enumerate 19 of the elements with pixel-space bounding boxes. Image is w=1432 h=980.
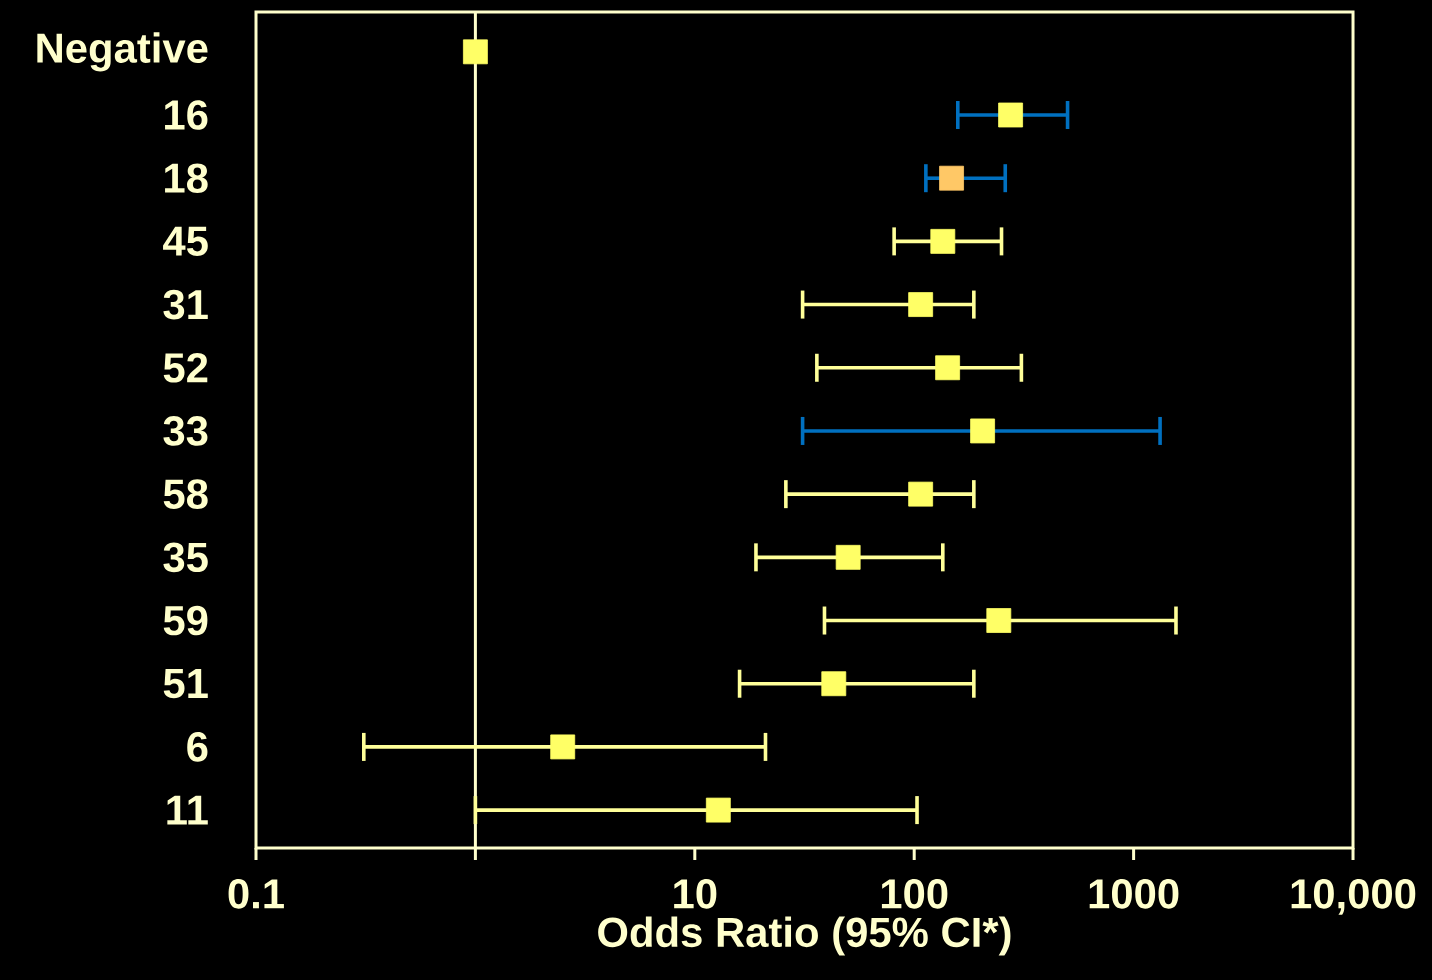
x-tick-label: 10 (674, 879, 717, 909)
y-tick-label: 31 (163, 289, 208, 320)
y-tick-label: 16 (165, 100, 208, 130)
y-tick-label: 45 (163, 226, 208, 256)
x-tick-label: 0.1 (228, 879, 284, 909)
y-tick-label: 59 (163, 605, 208, 636)
x-axis-title: Odds Ratio (95% CI*) (598, 916, 1011, 956)
x-tick-label: 100 (881, 879, 948, 909)
x-tick-label: 1000 (1089, 879, 1179, 909)
y-tick-label: 58 (163, 479, 208, 509)
y-tick-label: Negative (37, 32, 208, 72)
x-tick-label: 10,000 (1291, 879, 1416, 915)
y-tick-label: 6 (187, 732, 208, 762)
y-tick-label: 33 (163, 416, 208, 446)
y-tick-label: 51 (163, 669, 208, 699)
y-tick-label: 52 (163, 352, 208, 383)
y-tick-label: 18 (165, 163, 208, 193)
y-tick-label: 35 (163, 542, 208, 573)
y-tick-label: 11 (167, 795, 208, 825)
